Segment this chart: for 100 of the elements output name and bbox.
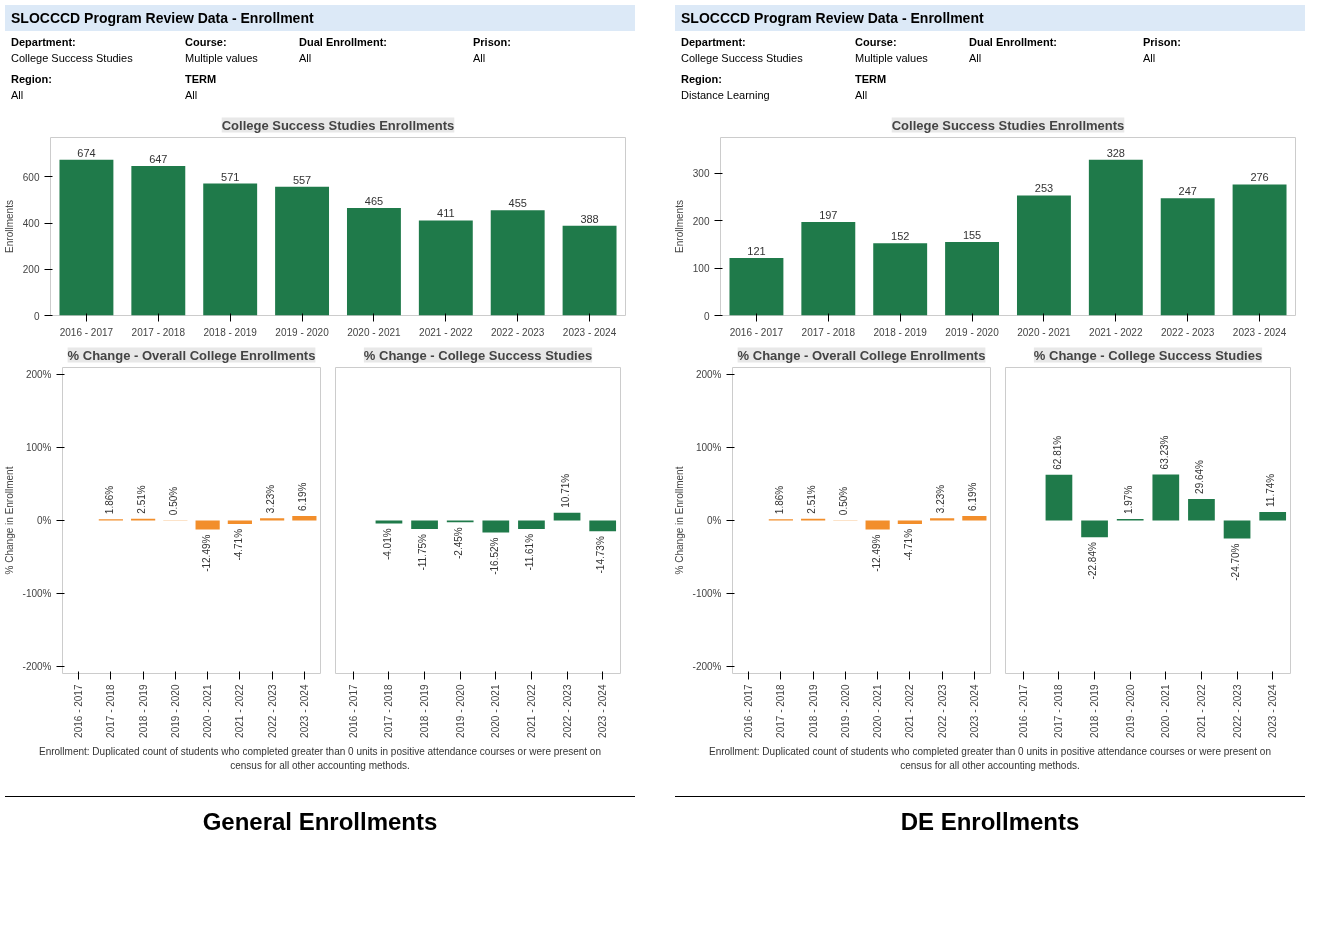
y-tick-label: 200% <box>25 369 52 381</box>
x-tick-label: 2022 - 2023 <box>1161 326 1215 338</box>
y-axis-title: % Change in Enrollment <box>3 466 15 575</box>
data-label: -4.71% <box>232 528 244 561</box>
x-tick-label: 2017 - 2018 <box>105 684 117 738</box>
bar <box>1160 198 1215 316</box>
data-label: -2.45% <box>452 527 464 559</box>
y-tick-label: -100% <box>692 587 722 599</box>
bar <box>1259 511 1287 521</box>
x-tick-label: 2019 - 2020 <box>454 684 466 738</box>
data-label: 411 <box>437 207 455 220</box>
data-label: 1.86% <box>773 485 785 515</box>
text: Distance Learning <box>681 89 770 102</box>
data-label: 328 <box>1106 146 1125 159</box>
data-label: 6.19% <box>297 482 309 511</box>
data-label: 0.50% <box>168 486 180 516</box>
x-tick-label: 2020 - 2021 <box>872 684 884 738</box>
y-tick-label: -200% <box>22 660 52 672</box>
bar <box>131 165 186 316</box>
data-label: -14.73% <box>595 536 607 574</box>
text: SLOCCCD Program Review Data - Enrollment <box>675 5 1305 31</box>
bar <box>1016 195 1071 316</box>
chart-title: College Success Studies Enrollments <box>891 117 1125 133</box>
y-tick-label: 200 <box>692 215 710 227</box>
y-tick-label: -200% <box>692 660 722 672</box>
x-tick-label: 2017 - 2018 <box>131 326 186 338</box>
data-label: -11.61% <box>524 533 536 571</box>
data-label: 455 <box>508 197 527 210</box>
text: SLOCCCD Program Review Data - Enrollment <box>5 5 635 31</box>
y-axis-title: Enrollments <box>673 200 685 253</box>
text: Enrollment: Duplicated count of students who completed greater than 0 units in positive attendance courses or were present on census for all other accounting methods. <box>708 745 1272 774</box>
bar <box>1088 159 1143 316</box>
y-tick-label: 400 <box>22 218 40 230</box>
y-tick-label: 200 <box>22 264 40 276</box>
bar <box>1188 498 1215 521</box>
x-tick-label: 2016 - 2017 <box>347 684 359 738</box>
data-label: 152 <box>891 230 910 243</box>
y-tick-label: 100 <box>692 263 710 275</box>
x-tick-label: 2021 - 2022 <box>904 684 916 738</box>
x-tick-label: 2020 - 2021 <box>490 684 502 738</box>
bar <box>801 221 856 316</box>
data-label: 247 <box>1178 185 1197 198</box>
x-tick-label: 2016 - 2017 <box>743 684 755 738</box>
text: Course: <box>855 36 897 48</box>
bar <box>873 243 928 316</box>
y-tick-label: -100% <box>22 587 52 599</box>
data-label: -16.52% <box>488 537 500 575</box>
chart-title: % Change - College Success Studies <box>1033 347 1263 363</box>
bar <box>945 241 1000 316</box>
text: All <box>185 89 198 102</box>
bar <box>418 220 473 316</box>
y-tick-label: 0 <box>33 310 40 322</box>
y-axis-title: Enrollments <box>3 200 15 253</box>
x-tick-label: 2019 - 2020 <box>1124 684 1136 738</box>
x-tick-label: 2018 - 2019 <box>873 326 928 338</box>
x-tick-label: 2021 - 2022 <box>1089 326 1143 338</box>
data-label: 3.23% <box>265 484 277 514</box>
bar <box>1152 474 1180 521</box>
y-tick-label: 200% <box>695 369 722 381</box>
data-label: 647 <box>149 152 168 165</box>
bar <box>203 183 258 316</box>
data-label: -12.49% <box>200 534 212 572</box>
x-tick-label: 2017 - 2018 <box>383 684 395 738</box>
chart-title: College Success Studies Enrollments <box>221 117 455 133</box>
text: Enrollment: Duplicated count of students who completed greater than 0 units in positive attendance courses or were present on census for all other accounting methods. <box>38 745 602 774</box>
y-tick-label: 0% <box>37 515 52 526</box>
x-tick-label: 2021 - 2022 <box>1195 684 1207 738</box>
x-tick-label: 2018 - 2019 <box>203 326 258 338</box>
x-tick-label: 2021 - 2022 <box>419 326 473 338</box>
x-tick-label: 2023 - 2024 <box>597 684 609 738</box>
y-axis-title: % Change in Enrollment <box>673 466 685 575</box>
x-tick-label: 2020 - 2021 <box>347 326 402 338</box>
text: College Success Studies <box>681 51 803 64</box>
data-label: -4.01% <box>381 528 393 561</box>
data-label: 1.97% <box>1122 485 1134 515</box>
x-tick-label: 2016 - 2017 <box>73 684 85 738</box>
x-tick-label: 2016 - 2017 <box>1017 684 1029 738</box>
bar <box>59 159 114 316</box>
chart-title: % Change - Overall College Enrollments <box>737 347 986 363</box>
bar <box>275 186 330 316</box>
x-tick-label: 2023 - 2024 <box>1267 684 1279 738</box>
x-tick-label: 2021 - 2022 <box>234 684 246 738</box>
data-label: 3.23% <box>935 484 947 514</box>
x-tick-label: 2023 - 2024 <box>968 684 980 738</box>
y-tick-label: 0% <box>707 515 722 526</box>
x-tick-label: 2023 - 2024 <box>562 326 617 338</box>
x-tick-label: 2018 - 2019 <box>807 684 819 738</box>
data-label: 674 <box>77 146 96 159</box>
data-label: -4.71% <box>902 528 914 561</box>
text: Region: <box>681 73 722 86</box>
data-label: 465 <box>364 195 384 208</box>
data-label: 197 <box>819 208 838 221</box>
y-tick-label: 100% <box>25 442 52 454</box>
data-label: 253 <box>1034 182 1054 195</box>
x-tick-label: 2019 - 2020 <box>169 684 181 738</box>
text: All <box>299 51 312 64</box>
bar <box>1045 474 1073 521</box>
text: College Success Studies <box>11 51 133 64</box>
text: Region: <box>11 73 52 86</box>
text: All <box>969 51 982 64</box>
